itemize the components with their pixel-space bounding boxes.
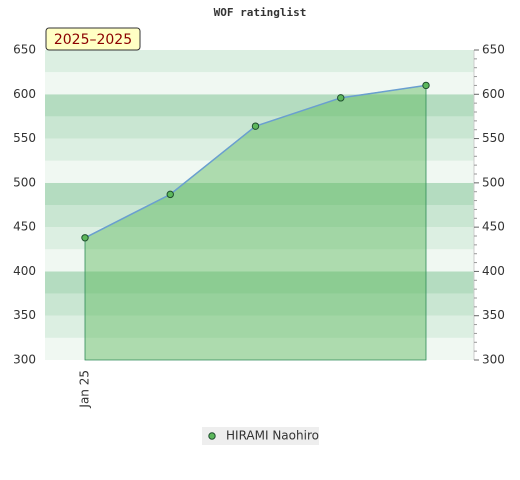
- data-point: [422, 81, 430, 90]
- data-point: [337, 94, 345, 102]
- data-point: [251, 122, 260, 130]
- background-band: [45, 50, 474, 73]
- y-tick-label: 500: [13, 175, 36, 189]
- y-tick-label: 550: [13, 131, 36, 145]
- annotation-box: [45, 27, 141, 51]
- chart-title: WOF ratinglist: [214, 6, 307, 19]
- y2-tick-label: 400: [482, 264, 505, 278]
- y-tick-label: 350: [13, 308, 36, 322]
- background-band: [45, 227, 474, 250]
- x-tick-label: Jan 25: [78, 370, 92, 409]
- background-band: [45, 138, 474, 161]
- legend-label: HIRAMI Naohiro: [226, 429, 319, 443]
- y-tick-label: 650: [13, 43, 36, 57]
- background-band: [45, 205, 474, 228]
- background-band: [45, 337, 474, 360]
- data-point: [81, 234, 89, 242]
- legend-marker: [208, 432, 216, 440]
- background-band: [45, 72, 474, 95]
- background-band: [45, 182, 474, 205]
- data-point: [166, 190, 174, 199]
- y2-tick-label: 350: [482, 308, 505, 322]
- background-band: [45, 116, 474, 139]
- background-band: [45, 160, 474, 183]
- y2-tick-label: 500: [482, 175, 505, 189]
- background-band: [45, 293, 474, 316]
- y2-tick-label: 300: [482, 353, 505, 367]
- y2-tick-label: 450: [482, 220, 505, 234]
- background-band: [45, 315, 474, 338]
- y2-tick-label: 550: [482, 131, 505, 145]
- legend-box: [202, 427, 319, 445]
- background-band: [45, 249, 474, 272]
- y-tick-label: 600: [13, 87, 36, 101]
- y2-tick-label: 600: [482, 87, 505, 101]
- y-tick-label: 400: [13, 264, 36, 278]
- annotation: 2025–2025: [54, 32, 132, 48]
- background-band: [45, 94, 474, 117]
- y2-tick-label: 650: [482, 43, 505, 57]
- y-tick-label: 450: [13, 220, 36, 234]
- background-band: [45, 271, 474, 294]
- y-tick-label: 300: [13, 353, 36, 367]
